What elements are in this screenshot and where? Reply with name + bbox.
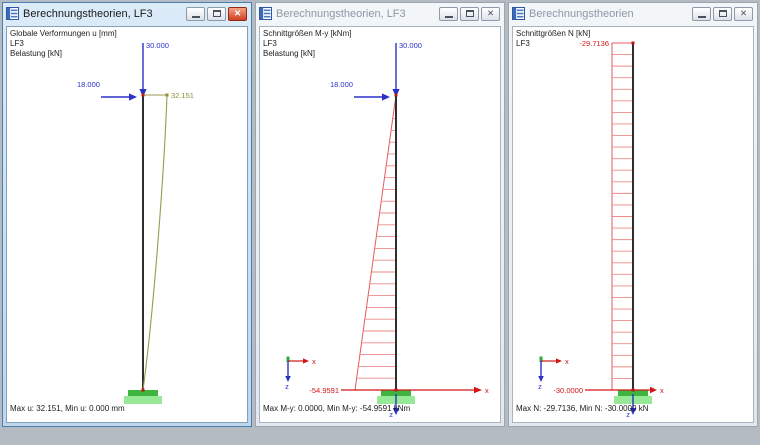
minimize-button[interactable] <box>692 6 711 21</box>
client-area: -29.7136 -30.0000 x z x <box>512 26 754 423</box>
svg-text:18.000: 18.000 <box>77 80 100 89</box>
maximize-button[interactable] <box>460 6 479 21</box>
window-title: Berechnungstheorien, LF3 <box>23 7 153 20</box>
titlebar[interactable]: Berechnungstheorien, LF3 ✕ <box>3 3 251 24</box>
close-button[interactable]: ✕ <box>734 6 753 21</box>
moment-diagram: 30.000 18.000 -54.9591 <box>285 41 489 419</box>
minimize-icon <box>697 16 706 18</box>
minimize-icon <box>191 16 200 18</box>
svg-text:z: z <box>389 410 393 419</box>
window-title: Berechnungstheorien, LF3 <box>276 7 406 20</box>
node-top <box>631 41 635 45</box>
svg-text:30.000: 30.000 <box>399 41 422 50</box>
minmax-status: Max u: 32.151, Min u: 0.000 mm <box>10 404 125 413</box>
close-button[interactable]: ✕ <box>228 6 247 21</box>
deformation-diagram: 30.000 18.000 32.151 <box>77 41 194 404</box>
window-deformation[interactable]: Berechnungstheorien, LF3 ✕ 30.000 18.000 <box>2 2 252 427</box>
close-icon: ✕ <box>486 8 495 19</box>
node-top <box>394 93 398 97</box>
app-icon <box>6 7 19 20</box>
svg-text:z: z <box>626 410 630 419</box>
normal-force-diagram: -29.7136 -30.0000 x z x <box>538 39 664 419</box>
client-area: 30.000 18.000 32.151 <box>6 26 248 423</box>
node-base <box>141 388 145 392</box>
svg-text:x: x <box>565 357 569 366</box>
svg-text:18.000: 18.000 <box>330 80 353 89</box>
maximize-button[interactable] <box>207 6 226 21</box>
minmax-status: Max N: -29.7136, Min N: -30.0000 kN <box>516 404 649 413</box>
node-base <box>631 388 635 392</box>
maximize-button[interactable] <box>713 6 732 21</box>
normal-force-envelope <box>611 42 633 390</box>
node-base <box>394 388 398 392</box>
titlebar[interactable]: Berechnungstheorien ✕ <box>509 3 757 24</box>
node-top <box>141 93 145 97</box>
result-info: Globale Verformungen u [mm] LF3 Belastun… <box>10 29 117 58</box>
minimize-icon <box>444 16 453 18</box>
result-info: Schnittgrößen M-y [kNm] LF3 Belastung [k… <box>263 29 352 58</box>
deformation-curve <box>142 93 169 391</box>
support-block <box>124 390 162 404</box>
minimize-button[interactable] <box>186 6 205 21</box>
window-moment[interactable]: Berechnungstheorien, LF3 ✕ 30.000 18.000 <box>255 2 505 427</box>
deformation-value-label: 32.151 <box>171 91 194 100</box>
maximize-icon <box>718 10 727 17</box>
minmax-status: Max M-y: 0.0000, Min M-y: -54.9591 kNm <box>263 404 411 413</box>
global-axes: x z <box>285 356 316 391</box>
vertical-load-arrow: 30.000 <box>139 41 169 97</box>
n-base-value-label: -30.0000 <box>553 386 583 395</box>
window-normal-force[interactable]: Berechnungstheorien ✕ -29.7136 -30.0000 <box>508 2 758 427</box>
local-axis-x: x <box>585 386 664 395</box>
horizontal-load-arrow: 18.000 <box>330 80 390 101</box>
moment-value-label: -54.9591 <box>309 386 339 395</box>
svg-text:x: x <box>485 386 489 395</box>
app-icon <box>259 7 272 20</box>
moment-envelope <box>354 94 397 391</box>
minimize-button[interactable] <box>439 6 458 21</box>
horizontal-load-arrow: 18.000 <box>77 80 137 101</box>
local-axis-x: x <box>341 386 489 395</box>
maximize-icon <box>465 10 474 17</box>
global-axes: x z <box>538 356 569 391</box>
result-info: Schnittgrößen N [kN] LF3 <box>516 29 591 48</box>
close-icon: ✕ <box>739 8 748 19</box>
close-button[interactable]: ✕ <box>481 6 500 21</box>
close-icon: ✕ <box>233 8 242 19</box>
app-icon <box>512 7 525 20</box>
window-title: Berechnungstheorien <box>529 7 634 20</box>
svg-text:z: z <box>538 382 542 391</box>
local-axis-z: z <box>626 394 637 419</box>
svg-text:30.000: 30.000 <box>146 41 169 50</box>
svg-text:x: x <box>312 357 316 366</box>
client-area: 30.000 18.000 -54.9591 <box>259 26 501 423</box>
local-axis-z: z <box>389 394 400 419</box>
maximize-icon <box>212 10 221 17</box>
vertical-load-arrow: 30.000 <box>392 41 422 97</box>
svg-text:x: x <box>660 386 664 395</box>
svg-text:z: z <box>285 382 289 391</box>
n-top-value-label: -29.7136 <box>579 39 609 48</box>
titlebar[interactable]: Berechnungstheorien, LF3 ✕ <box>256 3 504 24</box>
